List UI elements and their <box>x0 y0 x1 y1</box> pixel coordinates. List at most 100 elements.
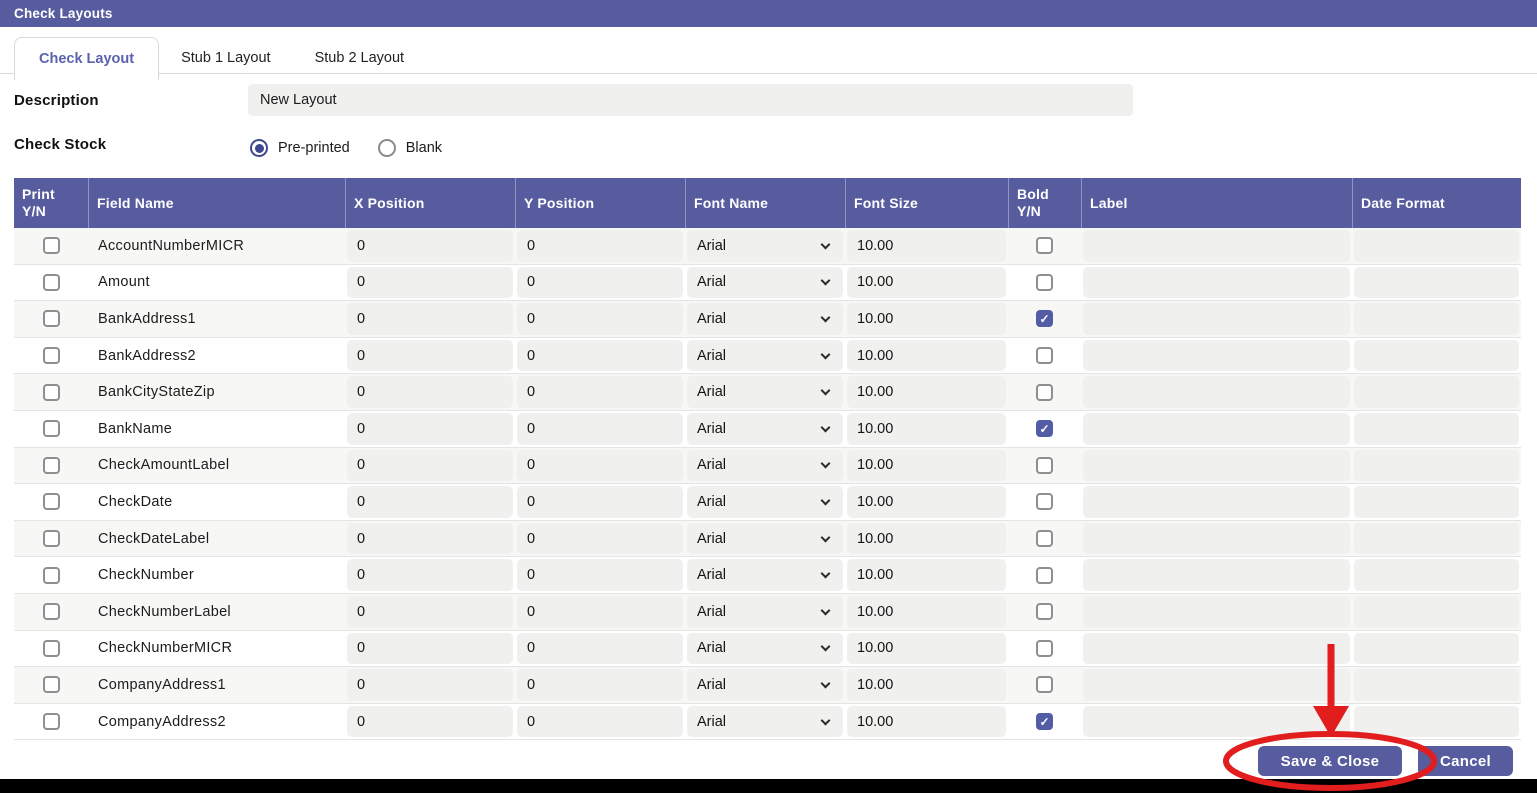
tab-stub-1-layout[interactable]: Stub 1 Layout <box>181 50 271 66</box>
bold-checkbox[interactable] <box>1036 237 1053 255</box>
label-input[interactable] <box>1083 339 1350 372</box>
label-input[interactable] <box>1083 266 1350 299</box>
font-name-select[interactable]: Arial <box>687 486 843 518</box>
font-name-select[interactable]: Arial <box>687 559 843 591</box>
print-checkbox[interactable] <box>42 530 60 548</box>
check-stock-option-blank[interactable]: Blank <box>377 139 442 157</box>
print-checkbox[interactable] <box>42 347 60 365</box>
x-position-input[interactable]: 0 <box>347 486 513 518</box>
print-checkbox[interactable] <box>42 237 60 255</box>
tab-stub-2-layout[interactable]: Stub 2 Layout <box>314 50 405 66</box>
font-name-select[interactable]: Arial <box>687 339 843 372</box>
bold-checkbox[interactable] <box>1036 639 1053 657</box>
x-position-input[interactable]: 0 <box>347 266 513 299</box>
y-position-input[interactable]: 0 <box>517 266 683 299</box>
tab-check-layout[interactable]: Check Layout <box>14 37 160 80</box>
date-format-input[interactable] <box>1354 669 1519 701</box>
x-position-input[interactable]: 0 <box>347 339 513 372</box>
date-format-input[interactable] <box>1354 266 1519 299</box>
font-size-input[interactable]: 10.00 <box>847 632 1006 665</box>
date-format-input[interactable] <box>1354 449 1519 482</box>
date-format-input[interactable] <box>1354 412 1519 445</box>
check-stock-option-pre-printed[interactable]: Pre-printed <box>250 139 350 157</box>
font-size-input[interactable]: 10.00 <box>847 412 1006 445</box>
font-size-input[interactable]: 10.00 <box>847 595 1006 628</box>
y-position-input[interactable]: 0 <box>517 449 683 482</box>
y-position-input[interactable]: 0 <box>517 376 683 408</box>
y-position-input[interactable]: 0 <box>517 705 683 738</box>
x-position-input[interactable]: 0 <box>347 559 513 591</box>
label-input[interactable] <box>1083 486 1350 518</box>
label-input[interactable] <box>1083 595 1350 628</box>
date-format-input[interactable] <box>1354 486 1519 518</box>
font-size-input[interactable]: 10.00 <box>847 449 1006 482</box>
date-format-input[interactable] <box>1354 230 1519 262</box>
label-input[interactable] <box>1083 669 1350 701</box>
y-position-input[interactable]: 0 <box>517 669 683 701</box>
print-checkbox[interactable] <box>42 639 60 657</box>
x-position-input[interactable]: 0 <box>347 230 513 262</box>
font-name-select[interactable]: Arial <box>687 522 843 555</box>
label-input[interactable] <box>1083 412 1350 445</box>
y-position-input[interactable]: 0 <box>517 595 683 628</box>
label-input[interactable] <box>1083 559 1350 591</box>
label-input[interactable] <box>1083 449 1350 482</box>
font-name-select[interactable]: Arial <box>687 449 843 482</box>
y-position-input[interactable]: 0 <box>517 486 683 518</box>
bold-checkbox[interactable] <box>1036 603 1053 621</box>
font-size-input[interactable]: 10.00 <box>847 705 1006 738</box>
label-input[interactable] <box>1083 230 1350 262</box>
radio-blank[interactable] <box>377 139 396 157</box>
bold-checkbox[interactable] <box>1036 273 1053 291</box>
font-size-input[interactable]: 10.00 <box>847 486 1006 518</box>
date-format-input[interactable] <box>1354 339 1519 372</box>
font-size-input[interactable]: 10.00 <box>847 522 1006 555</box>
x-position-input[interactable]: 0 <box>347 632 513 665</box>
bold-checkbox[interactable] <box>1036 676 1053 694</box>
x-position-input[interactable]: 0 <box>347 522 513 555</box>
y-position-input[interactable]: 0 <box>517 522 683 555</box>
font-name-select[interactable]: Arial <box>687 632 843 665</box>
date-format-input[interactable] <box>1354 303 1519 335</box>
bold-checkbox[interactable]: ✓ <box>1036 420 1053 438</box>
date-format-input[interactable] <box>1354 522 1519 555</box>
x-position-input[interactable]: 0 <box>347 303 513 335</box>
label-input[interactable] <box>1083 303 1350 335</box>
bold-checkbox[interactable] <box>1036 456 1053 474</box>
radio-pre-printed[interactable] <box>250 139 268 157</box>
print-checkbox[interactable] <box>42 493 60 511</box>
x-position-input[interactable]: 0 <box>347 595 513 628</box>
font-name-select[interactable]: Arial <box>687 376 843 408</box>
y-position-input[interactable]: 0 <box>517 412 683 445</box>
print-checkbox[interactable] <box>42 273 60 291</box>
y-position-input[interactable]: 0 <box>517 230 683 262</box>
print-checkbox[interactable] <box>42 383 60 401</box>
label-input[interactable] <box>1083 632 1350 665</box>
label-input[interactable] <box>1083 705 1350 738</box>
bold-checkbox[interactable] <box>1036 347 1053 365</box>
font-size-input[interactable]: 10.00 <box>847 559 1006 591</box>
font-name-select[interactable]: Arial <box>687 412 843 445</box>
font-size-input[interactable]: 10.00 <box>847 669 1006 701</box>
font-name-select[interactable]: Arial <box>687 303 843 335</box>
font-size-input[interactable]: 10.00 <box>847 376 1006 408</box>
font-name-select[interactable]: Arial <box>687 595 843 628</box>
date-format-input[interactable] <box>1354 595 1519 628</box>
font-size-input[interactable]: 10.00 <box>847 230 1006 262</box>
bold-checkbox[interactable] <box>1036 383 1053 401</box>
font-name-select[interactable]: Arial <box>687 705 843 738</box>
x-position-input[interactable]: 0 <box>347 376 513 408</box>
font-name-select[interactable]: Arial <box>687 230 843 262</box>
print-checkbox[interactable] <box>42 676 60 694</box>
print-checkbox[interactable] <box>42 603 60 621</box>
print-checkbox[interactable] <box>42 566 60 584</box>
y-position-input[interactable]: 0 <box>517 303 683 335</box>
print-checkbox[interactable] <box>42 420 60 438</box>
save-and-close-button[interactable]: Save & Close <box>1258 746 1402 776</box>
label-input[interactable] <box>1083 522 1350 555</box>
print-checkbox[interactable] <box>42 713 60 731</box>
label-input[interactable] <box>1083 376 1350 408</box>
y-position-input[interactable]: 0 <box>517 339 683 372</box>
x-position-input[interactable]: 0 <box>347 705 513 738</box>
bold-checkbox[interactable] <box>1036 566 1053 584</box>
